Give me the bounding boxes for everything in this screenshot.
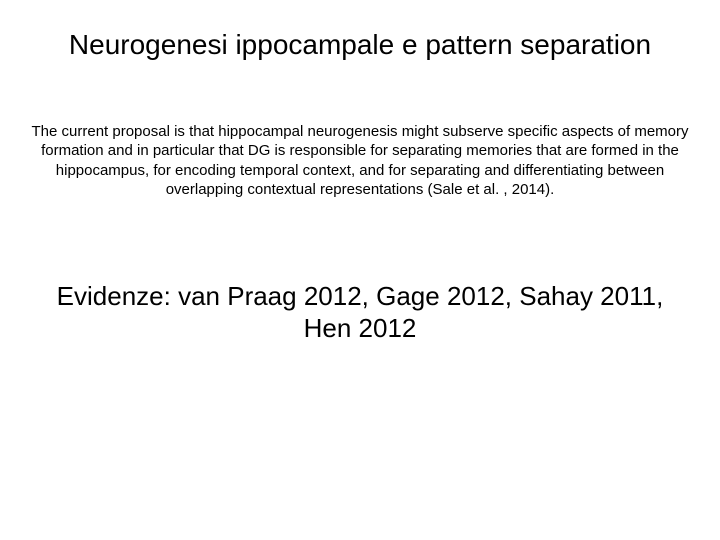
slide-container: Neurogenesi ippocampale e pattern separa… <box>0 0 720 540</box>
slide-body-text: The current proposal is that hippocampal… <box>24 122 696 200</box>
slide-evidence-text: Evidenze: van Praag 2012, Gage 2012, Sah… <box>24 280 696 345</box>
slide-title: Neurogenesi ippocampale e pattern separa… <box>24 28 696 62</box>
